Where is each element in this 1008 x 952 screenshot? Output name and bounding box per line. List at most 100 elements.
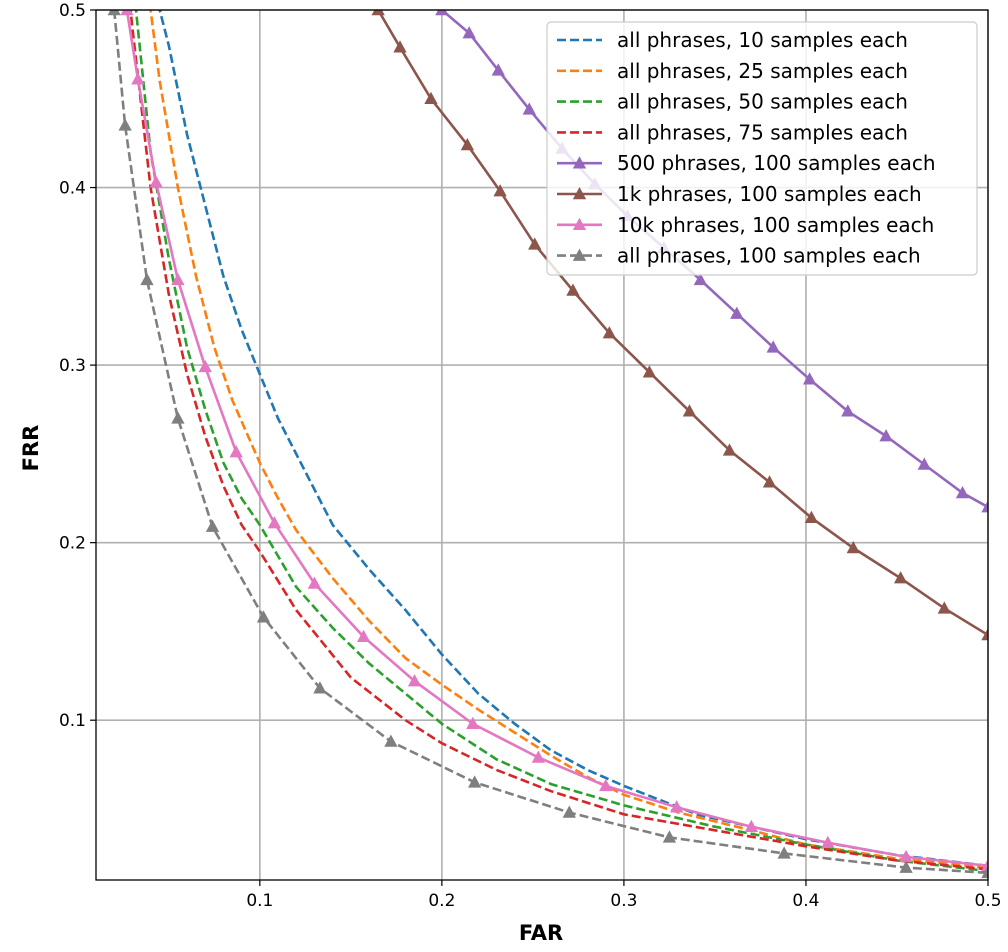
x-tick-label: 0.3 bbox=[610, 891, 637, 911]
data-point bbox=[821, 835, 835, 848]
data-point bbox=[562, 805, 576, 818]
data-point bbox=[722, 443, 737, 456]
data-point bbox=[531, 750, 546, 763]
data-point bbox=[307, 576, 322, 589]
legend-label: all phrases, 50 samples each bbox=[617, 90, 908, 114]
y-tick-label: 0.2 bbox=[59, 534, 86, 554]
legend-label: all phrases, 10 samples each bbox=[617, 28, 908, 52]
data-point bbox=[393, 40, 407, 53]
data-point bbox=[682, 404, 697, 417]
data-point bbox=[670, 800, 684, 813]
y-tick-label: 0.5 bbox=[59, 1, 86, 21]
x-axis-title: FAR bbox=[519, 921, 563, 945]
data-point bbox=[766, 340, 780, 353]
x-tick-label: 0.2 bbox=[428, 891, 455, 911]
data-point bbox=[407, 674, 422, 687]
series-line bbox=[112, 10, 988, 875]
data-point bbox=[313, 681, 327, 694]
data-point bbox=[955, 485, 970, 499]
data-point bbox=[435, 10, 449, 16]
y-tick-label: 0.4 bbox=[59, 179, 86, 199]
data-point bbox=[642, 365, 657, 378]
data-point bbox=[841, 404, 855, 417]
data-point bbox=[777, 846, 791, 859]
data-point bbox=[899, 849, 913, 863]
series-line bbox=[149, 10, 988, 869]
data-point bbox=[198, 359, 212, 373]
data-point bbox=[981, 865, 988, 879]
data-point bbox=[528, 237, 542, 250]
data-point bbox=[566, 283, 580, 296]
series-10k-phrases-100-samples-each bbox=[120, 10, 988, 872]
series-line bbox=[129, 10, 988, 871]
series-line bbox=[134, 10, 988, 873]
legend-label: 10k phrases, 100 samples each bbox=[617, 213, 934, 237]
x-tick-label: 0.4 bbox=[792, 891, 819, 911]
data-point bbox=[267, 516, 282, 529]
legend-marker bbox=[572, 248, 587, 261]
data-point bbox=[762, 475, 777, 488]
data-point bbox=[140, 272, 154, 286]
data-point bbox=[460, 137, 475, 151]
data-point bbox=[229, 445, 243, 458]
data-point bbox=[171, 411, 185, 424]
data-point bbox=[149, 175, 163, 188]
legend-marker bbox=[572, 217, 587, 231]
y-axis-title: FRR bbox=[19, 425, 43, 472]
data-point bbox=[131, 72, 145, 85]
x-tick-label: 0.5 bbox=[974, 891, 1001, 911]
data-point bbox=[205, 519, 220, 532]
legend-marker bbox=[572, 156, 587, 169]
series-all-phrases-25-samples-each bbox=[149, 10, 988, 869]
data-point bbox=[118, 118, 132, 131]
data-point bbox=[356, 629, 371, 643]
data-point bbox=[981, 500, 988, 513]
data-point bbox=[981, 858, 988, 872]
data-point bbox=[846, 540, 860, 554]
data-point bbox=[107, 10, 121, 16]
legend-label: 500 phrases, 100 samples each bbox=[617, 151, 936, 175]
data-point bbox=[937, 601, 951, 614]
plot-frame bbox=[95, 9, 989, 881]
data-point bbox=[879, 429, 893, 442]
legend-marker bbox=[572, 187, 587, 200]
legend-label: all phrases, 25 samples each bbox=[617, 59, 908, 83]
data-point bbox=[693, 272, 708, 286]
data-point bbox=[466, 716, 480, 730]
series-all-phrases-50-samples-each bbox=[134, 10, 988, 873]
data-point bbox=[981, 627, 988, 641]
data-point bbox=[744, 819, 758, 832]
data-point bbox=[522, 102, 536, 115]
series-line bbox=[125, 10, 988, 868]
data-point bbox=[467, 775, 482, 788]
data-point bbox=[599, 778, 613, 792]
data-point bbox=[802, 372, 817, 385]
data-point bbox=[493, 184, 507, 197]
data-point bbox=[171, 272, 185, 286]
series-all-phrases-75-samples-each bbox=[129, 10, 988, 871]
y-tick-label: 0.1 bbox=[59, 711, 86, 731]
data-point bbox=[730, 306, 744, 319]
ticks: 0.1 0.2 0.3 0.4 0.5 0.1 0.2 0.3 0.4 0.5 bbox=[59, 1, 1002, 911]
data-point bbox=[893, 571, 908, 584]
data-point bbox=[804, 510, 819, 524]
data-point bbox=[371, 10, 385, 16]
data-point bbox=[120, 10, 134, 16]
legend-label: all phrases, 100 samples each bbox=[617, 244, 921, 268]
data-point bbox=[491, 63, 505, 76]
data-point bbox=[899, 860, 913, 873]
series-1k-phrases-100-samples-each bbox=[371, 10, 988, 641]
x-tick-label: 0.1 bbox=[246, 891, 273, 911]
data-point bbox=[917, 457, 931, 470]
y-tick-label: 0.3 bbox=[59, 356, 86, 376]
data-point bbox=[462, 26, 476, 39]
data-point bbox=[662, 830, 677, 843]
data-point bbox=[424, 91, 438, 105]
data-point bbox=[384, 734, 398, 747]
legend-label: all phrases, 75 samples each bbox=[617, 120, 908, 144]
data-point bbox=[602, 326, 617, 339]
legend-box bbox=[546, 21, 978, 276]
series-all-phrases-100-samples-each bbox=[107, 10, 988, 879]
data-point bbox=[256, 610, 271, 623]
